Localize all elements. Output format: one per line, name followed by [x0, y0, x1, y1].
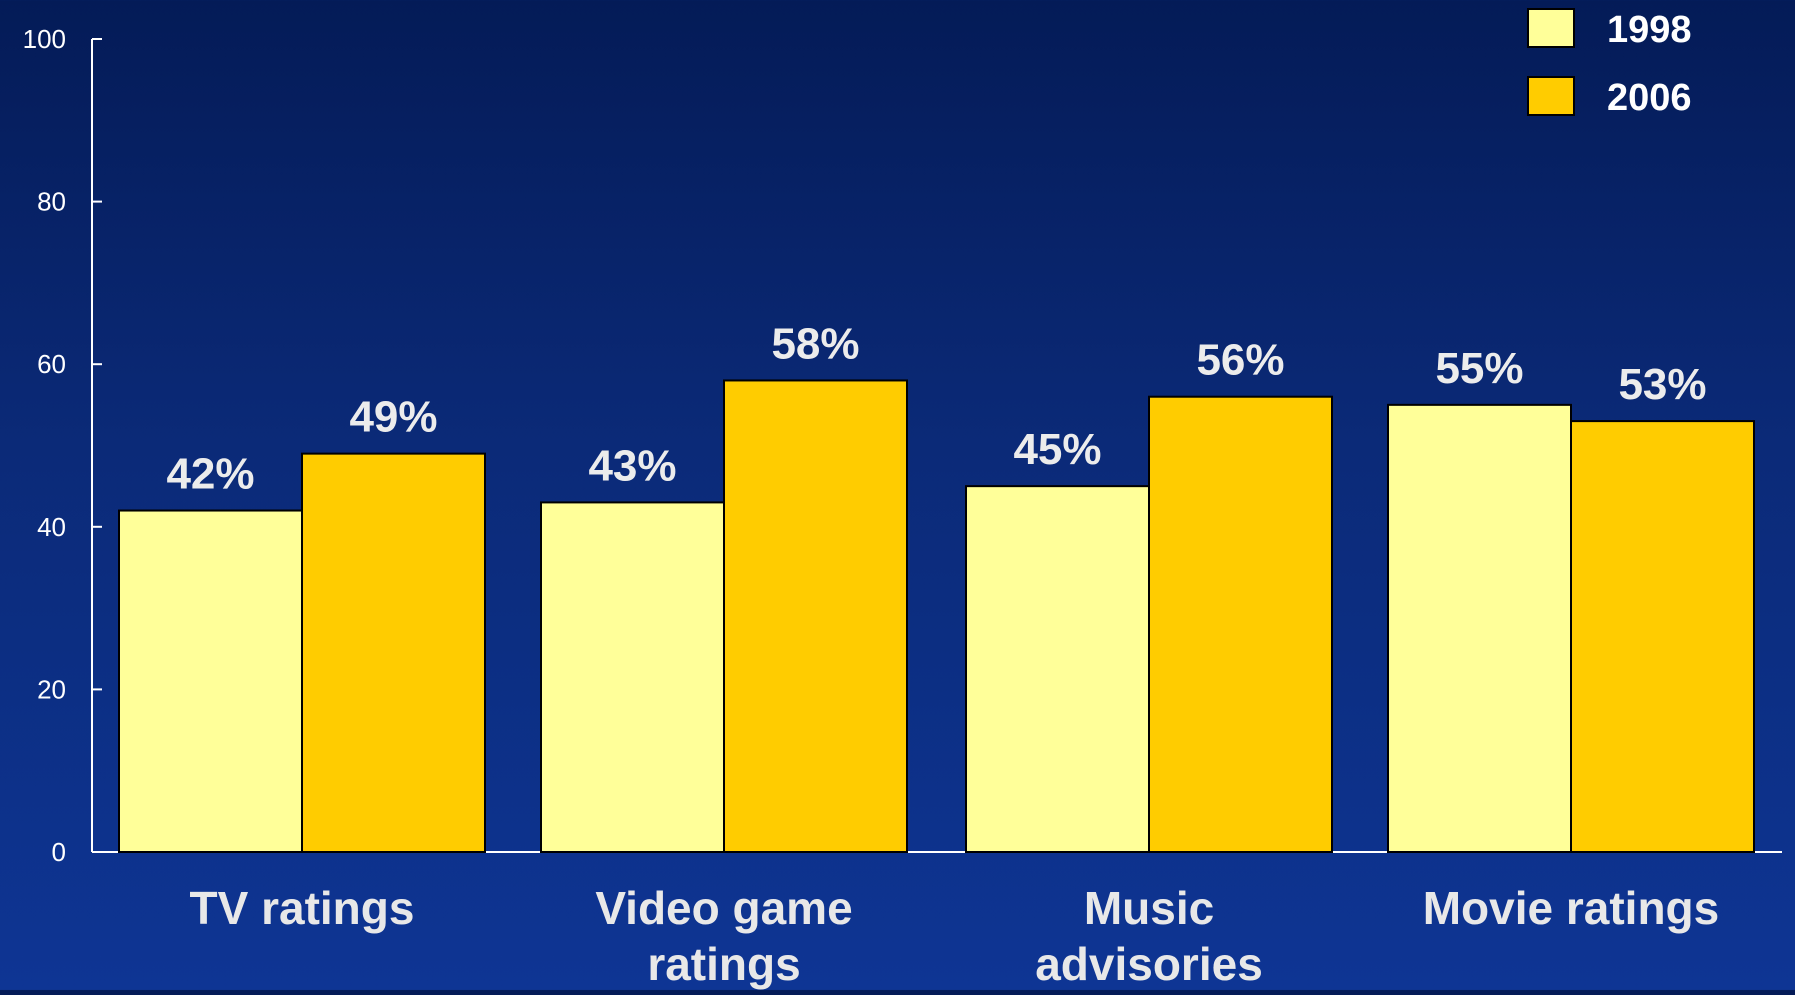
category-label: advisories	[1035, 938, 1263, 990]
legend-swatch	[1527, 76, 1575, 116]
data-label: 56%	[1196, 336, 1284, 385]
y-tick-label: 80	[37, 187, 66, 217]
y-tick-label: 0	[52, 837, 66, 867]
category-label: ratings	[647, 938, 800, 990]
bar	[965, 485, 1150, 853]
category-label: Video game	[595, 882, 852, 934]
category-label: Movie ratings	[1423, 882, 1720, 934]
category-label: TV ratings	[190, 882, 415, 934]
category-label: Music	[1084, 882, 1214, 934]
data-label: 58%	[771, 319, 859, 368]
y-tick-label: 20	[37, 674, 66, 704]
data-label: 42%	[166, 450, 254, 499]
bar	[540, 501, 725, 853]
legend-swatch	[1527, 8, 1575, 48]
data-label: 45%	[1013, 425, 1101, 474]
bar	[301, 452, 486, 853]
data-label: 49%	[349, 393, 437, 442]
bar	[118, 509, 303, 853]
legend-label: 1998	[1607, 9, 1692, 51]
legend-label: 2006	[1607, 77, 1692, 119]
bar	[723, 379, 908, 853]
y-tick-label: 100	[23, 24, 66, 54]
y-tick-label: 60	[37, 349, 66, 379]
bar	[1148, 395, 1333, 853]
y-tick-label: 40	[37, 512, 66, 542]
bar	[1387, 403, 1572, 853]
bar	[1570, 420, 1755, 853]
data-label: 43%	[588, 441, 676, 490]
data-label: 55%	[1435, 344, 1523, 393]
data-label: 53%	[1618, 360, 1706, 409]
